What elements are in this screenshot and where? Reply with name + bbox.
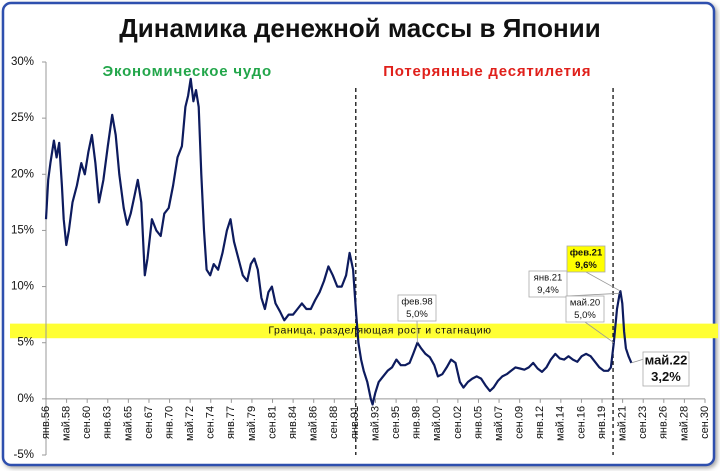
chart-title: Динамика денежной массы в Японии [119,13,600,43]
x-tick-label: янв.84 [287,406,299,439]
x-tick-label: янв.56 [40,406,52,439]
y-tick-label: 10% [11,281,34,293]
x-tick-label: май.86 [308,406,320,441]
x-tick-label: янв.26 [658,406,670,439]
y-tick-label: 0% [17,393,34,405]
x-tick-label: сен.02 [452,406,464,439]
x-tick-label: май.58 [60,406,72,441]
x-tick-label: сен.30 [699,406,711,439]
callout-box [566,245,606,273]
x-tick-label: май.93 [369,406,381,441]
x-tick-label: янв.19 [596,406,608,439]
x-tick-label: май.28 [678,406,690,441]
region-label: Потерянные десятилетия [383,63,591,80]
x-tick-label: сен.23 [637,406,649,439]
x-tick-label: май.72 [184,406,196,441]
stagnation-band [10,323,718,339]
x-tick-label: сен.16 [575,406,587,439]
y-tick-label: 30% [11,56,34,68]
x-tick-label: май.00 [431,406,443,441]
y-tick-label: -5% [14,449,34,461]
x-tick-label: май.07 [493,406,505,441]
x-tick-label: май.14 [555,406,567,441]
callout-date: май.20 [570,298,600,309]
x-tick-label: май.21 [617,406,629,441]
callout-value: 3,2% [651,369,681,384]
region-label: Экономическое чудо [102,63,271,80]
y-tick-label: 15% [11,224,34,236]
x-tick-label: янв.77 [225,406,237,439]
x-tick-label: янв.91 [349,406,361,439]
money-supply-line [44,77,633,406]
x-tick-label: сен.09 [514,406,526,439]
y-tick-label: 5% [17,337,34,349]
callout-box [565,295,605,323]
x-tick-label: янв.98 [411,406,423,439]
x-tick-label: янв.70 [163,406,175,439]
band-label: Граница, разделяющая рост и стагнацию [268,325,491,337]
x-tick-label: май.79 [246,406,258,441]
x-tick-label: янв.63 [102,406,114,439]
callout-date: фев.98 [401,297,432,308]
callout-value: 9,4% [537,285,559,296]
x-tick-label: сен.60 [81,406,93,439]
callout-date: янв.21 [534,273,563,284]
y-tick-label: 20% [11,168,34,180]
callout-date: фев.21 [570,248,603,259]
y-tick-label: 25% [11,112,34,124]
x-tick-label: сен.88 [328,406,340,439]
x-tick-label: янв.05 [472,406,484,439]
callout-value: 5,0% [406,309,428,320]
callout-leader [584,321,615,344]
callout-box [642,351,690,387]
callout-value: 5,0% [574,310,596,321]
x-tick-label: янв.12 [534,406,546,439]
x-tick-label: сен.67 [143,406,155,439]
callout-box [397,294,437,322]
callout-value: 9,6% [575,260,597,271]
x-tick-label: сен.95 [390,406,402,439]
x-tick-label: май.65 [122,406,134,441]
callout-date: май.22 [645,352,688,367]
callout-leader [585,271,621,292]
x-tick-label: сен.74 [205,406,217,439]
x-tick-label: сен.81 [266,406,278,439]
callout-box [528,270,568,298]
